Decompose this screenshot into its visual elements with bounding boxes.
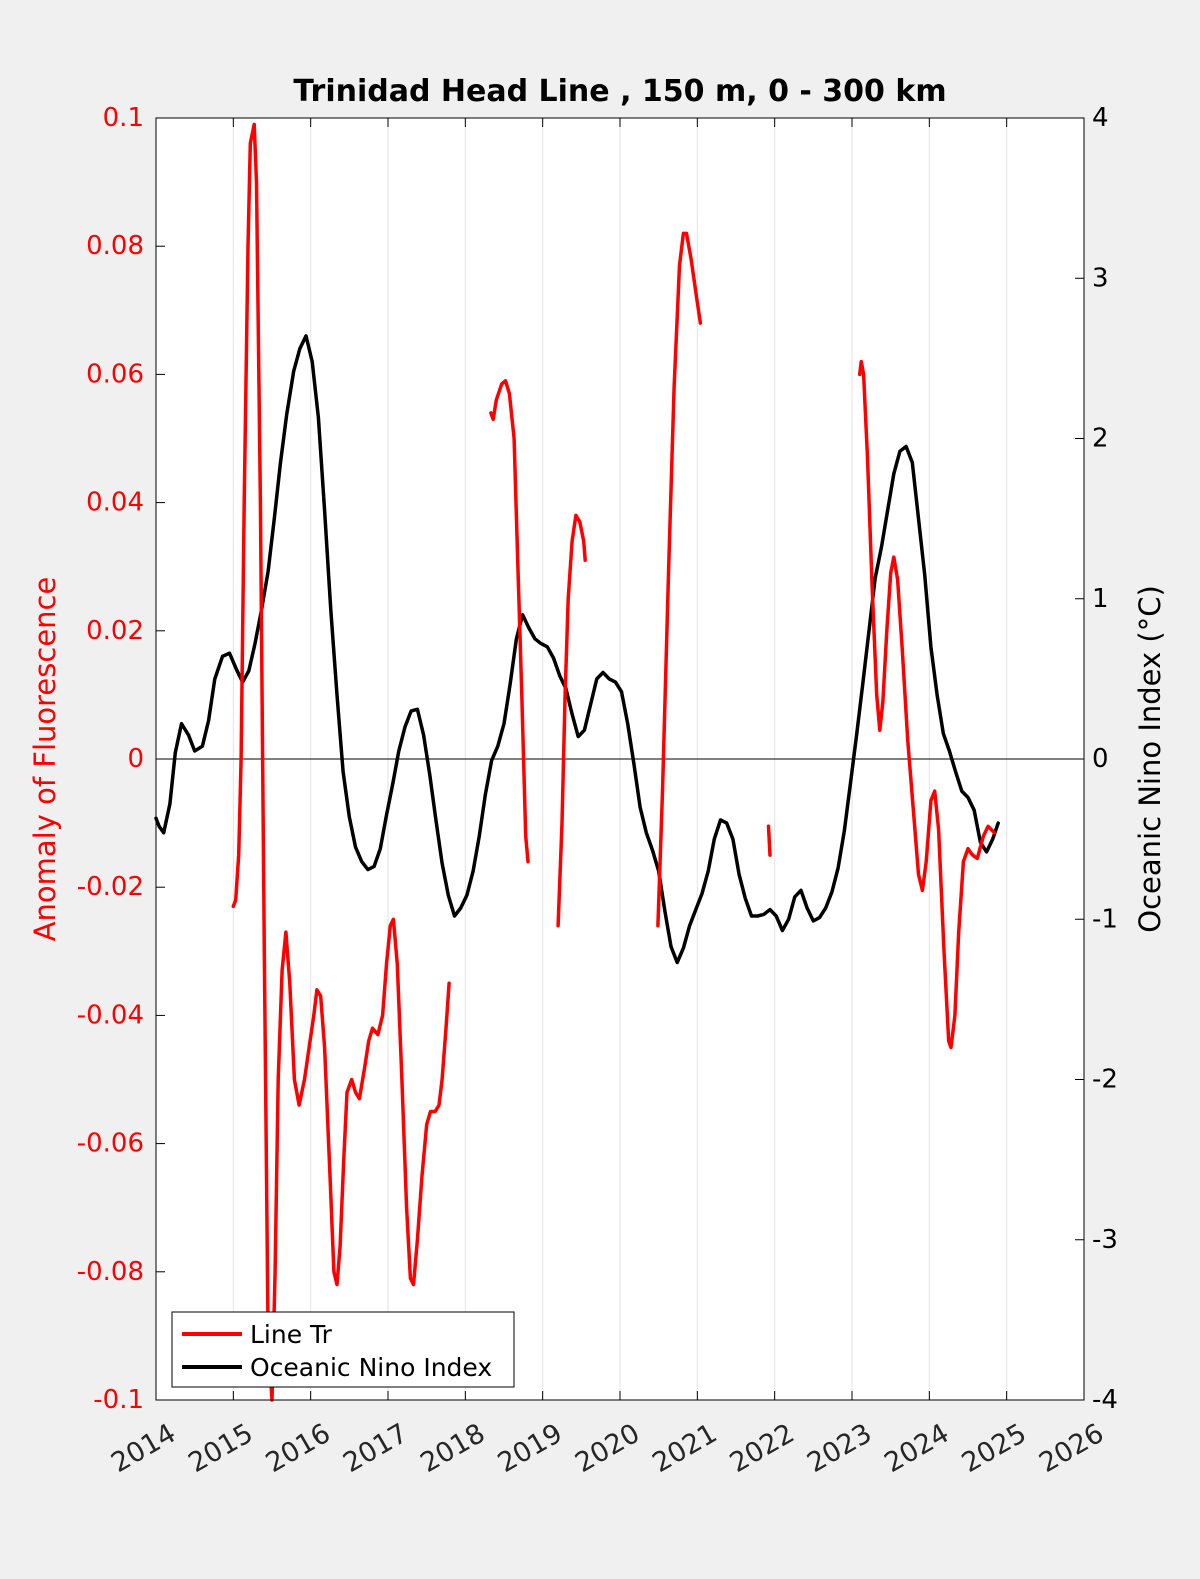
y-right-tick-label: 4: [1092, 103, 1109, 133]
y-right-tick-label: 2: [1092, 424, 1109, 454]
y-right-tick-label: -4: [1092, 1385, 1118, 1415]
y-left-tick-label: 0.06: [86, 359, 144, 389]
series-line-line-tr: [556, 513, 587, 928]
series-line-line-tr: [766, 824, 772, 857]
y-left-tick-label: -0.04: [77, 1000, 144, 1030]
y-right-tick-label: -3: [1092, 1225, 1118, 1255]
legend-box: [171, 1311, 515, 1388]
legend: Line Tr Oceanic Nino Index: [171, 1311, 515, 1388]
y-left-tick-label: -0.08: [77, 1257, 144, 1287]
series-line-line-tr: [656, 231, 703, 928]
legend-label-oni: Oceanic Nino Index: [250, 1353, 492, 1382]
y-right-tick-label: -1: [1092, 904, 1118, 934]
y-left-tick-label: -0.02: [77, 872, 144, 902]
y-right-tick-label: 0: [1092, 744, 1109, 774]
right-axis-label: Oceanic Nino Index (°C): [1133, 585, 1167, 933]
y-left-tick-label: 0.08: [86, 231, 144, 261]
y-right-tick-label: 3: [1092, 263, 1109, 293]
y-left-tick-label: 0.02: [86, 616, 144, 646]
chart-title: Trinidad Head Line , 150 m, 0 - 300 km: [293, 74, 946, 109]
y-left-tick-label: -0.06: [77, 1129, 144, 1159]
y-left-tick-label: 0: [127, 744, 144, 774]
series-line-line-tr: [489, 379, 530, 864]
left-axis-label: Anomaly of Fluorescence: [28, 577, 62, 942]
legend-label-line-tr: Line Tr: [250, 1320, 333, 1349]
y-left-tick-label: 0.04: [86, 488, 144, 518]
y-right-tick-label: 1: [1092, 584, 1109, 614]
series-line-oceanic-nino-index: [154, 334, 1000, 965]
series-lines: [154, 122, 1000, 1402]
series-line-line-tr: [857, 359, 997, 1050]
y-right-tick-label: -2: [1092, 1065, 1118, 1095]
y-left-tick-label: -0.1: [93, 1385, 144, 1415]
y-left-tick-label: 0.1: [103, 103, 144, 133]
series-line-line-tr: [231, 122, 451, 1402]
